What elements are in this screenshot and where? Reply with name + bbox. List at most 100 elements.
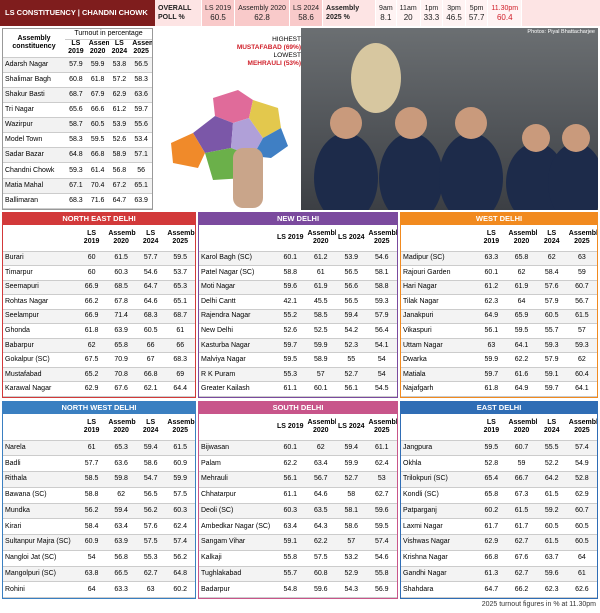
cell: 62.3 bbox=[476, 294, 507, 310]
row: Krishna Nagar 66.8 67.6 63.7 64 bbox=[401, 550, 597, 567]
cell: 58.4 bbox=[76, 518, 107, 535]
row: Shakur Basti 68.7 67.9 62.9 63.6 bbox=[3, 87, 152, 103]
cell: 60.3 bbox=[106, 265, 136, 281]
cell: 53.7 bbox=[165, 265, 195, 281]
cell: 62 bbox=[76, 338, 107, 354]
cell: 55.8 bbox=[275, 550, 306, 567]
cell: 58.1 bbox=[366, 265, 397, 281]
row-name: Shahdara bbox=[401, 581, 477, 598]
row-name: Shakur Basti bbox=[3, 87, 65, 103]
map-region bbox=[193, 116, 233, 153]
cell: 61 bbox=[566, 566, 597, 583]
cell: 60.7 bbox=[566, 280, 597, 296]
time-value: 57.7 bbox=[468, 13, 485, 22]
cell: 58.8 bbox=[366, 280, 397, 296]
cell: 58.6 bbox=[336, 518, 367, 535]
row-name: Kondli (SC) bbox=[401, 487, 477, 504]
cell: 64 bbox=[76, 581, 107, 598]
row-name: Matiala bbox=[401, 367, 477, 383]
cell: 70.4 bbox=[86, 178, 109, 194]
column-header: Assembly 2025 bbox=[366, 414, 397, 441]
row: Ballimaran 68.3 71.6 64.7 63.9 bbox=[3, 193, 152, 210]
face bbox=[330, 107, 362, 139]
cell: 60.9 bbox=[165, 455, 195, 472]
cell: 52.6 bbox=[108, 132, 131, 149]
row-name: Bawana (SC) bbox=[3, 487, 77, 504]
cell: 64 bbox=[566, 550, 597, 567]
lowest-label: LOWEST bbox=[273, 52, 301, 59]
statue bbox=[351, 43, 401, 113]
cell: 59.4 bbox=[135, 440, 166, 457]
cell: 61.8 bbox=[476, 381, 507, 397]
cell: 66 bbox=[165, 338, 195, 354]
cell: 66.2 bbox=[506, 581, 537, 598]
row-name: Mundka bbox=[3, 503, 77, 520]
row: Babarpur 62 65.8 66 66 bbox=[3, 338, 195, 354]
column-header bbox=[199, 414, 275, 441]
row-name: Kasturba Nagar bbox=[199, 338, 275, 354]
row-name: Badarpur bbox=[199, 581, 275, 598]
cell: 67.9 bbox=[86, 87, 109, 103]
row-name: Deoli (SC) bbox=[199, 503, 275, 520]
cell: 64.2 bbox=[536, 471, 567, 488]
column-header bbox=[199, 225, 275, 252]
section-title: EAST DELHI bbox=[401, 402, 597, 414]
map-legend: HIGHEST MUSTAFABAD (69%) LOWEST MEHRAULI… bbox=[223, 36, 301, 68]
person bbox=[314, 133, 378, 210]
cell: 59.1 bbox=[275, 534, 306, 551]
cell: 59.6 bbox=[366, 503, 397, 520]
map-region bbox=[213, 90, 253, 123]
row: Uttam Nagar 63 64.1 59.3 59.3 bbox=[401, 338, 597, 354]
cell: 60.5 bbox=[566, 518, 597, 535]
highest-value: MUSTAFABAD (69%) bbox=[236, 44, 301, 51]
cell: 68.7 bbox=[165, 309, 195, 325]
cell: 57.6 bbox=[536, 280, 567, 296]
row-name: Sultanpur Majra (SC) bbox=[3, 534, 77, 551]
cell: 65.8 bbox=[106, 338, 136, 354]
row: Mundka 56.2 59.4 56.2 60.3 bbox=[3, 503, 195, 520]
column-header: Assembly 2025 bbox=[566, 225, 597, 252]
cell: 65.3 bbox=[106, 440, 136, 457]
time-label: 11am bbox=[399, 5, 417, 12]
footer: 2025 turnout figures in % at 11.30pm bbox=[481, 601, 596, 608]
column-header: LS 2024 bbox=[536, 225, 567, 252]
row: Seemapuri 66.9 68.5 64.7 65.3 bbox=[3, 280, 195, 296]
cell: 55.3 bbox=[135, 550, 166, 567]
column-header: Assembly 2020 bbox=[106, 225, 136, 252]
cell: 67.2 bbox=[108, 178, 131, 194]
cell: 56.8 bbox=[106, 550, 136, 567]
cell: 59.5 bbox=[165, 251, 195, 267]
cell: 57.9 bbox=[366, 309, 397, 325]
map-region bbox=[231, 118, 263, 156]
cell: 60.2 bbox=[476, 503, 507, 520]
cell: 52.3 bbox=[336, 338, 367, 354]
row: Chandni Chowk 59.3 61.4 56.8 56 bbox=[3, 162, 152, 179]
cell: 66.8 bbox=[86, 147, 109, 164]
cell: 55.6 bbox=[130, 117, 152, 134]
photo: Photos: Piyal Bhattacharjee bbox=[301, 28, 598, 210]
past-value: 60.5 bbox=[210, 13, 226, 22]
row: Dwarka 59.9 62.2 57.9 62 bbox=[401, 352, 597, 368]
cell: 61 bbox=[305, 265, 336, 281]
row: Mangolpuri (SC) 63.8 66.5 62.7 64.8 bbox=[3, 566, 195, 583]
cell: 54 bbox=[76, 550, 107, 567]
past-label: LS 2019 bbox=[205, 5, 232, 12]
column-header: Assembly 2025 bbox=[566, 414, 597, 441]
row: Ambedkar Nagar (SC) 63.4 64.3 58.6 59.5 bbox=[199, 518, 397, 535]
cell: 63.3 bbox=[106, 581, 136, 598]
row: Adarsh Nagar 57.9 59.9 53.8 56.5 bbox=[3, 57, 152, 73]
column-header: Assembly 2020 bbox=[506, 414, 537, 441]
cell: 60.8 bbox=[65, 72, 87, 88]
row: Ghonda 61.8 63.9 60.5 61 bbox=[3, 323, 195, 339]
cell: 52.6 bbox=[275, 323, 306, 339]
cell: 59.9 bbox=[305, 338, 336, 354]
map-graphic bbox=[171, 90, 288, 208]
column-header: Assembly 2025 bbox=[366, 225, 397, 252]
hand bbox=[233, 148, 263, 208]
